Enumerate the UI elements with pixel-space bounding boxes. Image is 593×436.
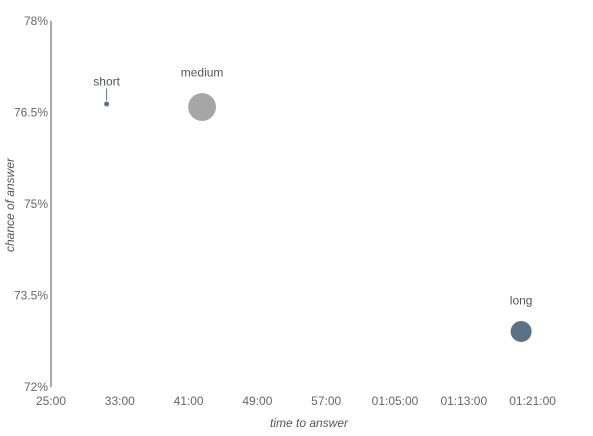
y-tick-label: 76.5% [14, 106, 48, 120]
y-tick-labels: 72% 73.5% 75% 76.5% 78% [14, 14, 48, 394]
point-labels: short medium long [93, 66, 532, 308]
x-tick-label: 41:00 [174, 394, 204, 408]
x-tick-label: 01:05:00 [372, 394, 419, 408]
y-tick-label: 72% [24, 380, 48, 394]
point-label-short: short [93, 74, 120, 88]
y-tick-label: 73.5% [14, 289, 48, 303]
x-axis-title: time to answer [270, 416, 349, 430]
point-label-medium: medium [181, 66, 224, 80]
x-tick-labels: 25:00 33:00 41:00 49:00 57:00 01:05:00 01:13:0… [36, 394, 556, 408]
x-tick-label: 49:00 [242, 394, 272, 408]
data-points [104, 92, 533, 343]
point-label-long: long [510, 293, 533, 307]
y-tick-label: 75% [24, 197, 48, 211]
x-tick-label: 57:00 [311, 394, 341, 408]
y-tick-label: 78% [24, 14, 48, 28]
x-tick-label: 33:00 [105, 394, 135, 408]
x-axis: 25:00 33:00 41:00 49:00 57:00 01:05:00 01:13:0… [36, 394, 556, 408]
point-medium [187, 92, 217, 122]
x-tick-label: 25:00 [36, 394, 66, 408]
x-tick-label: 01:13:00 [440, 394, 487, 408]
y-axis-title: chance of answer [3, 157, 17, 252]
point-short [104, 101, 110, 107]
x-tick-label: 01:21:00 [509, 394, 556, 408]
point-long [509, 319, 533, 343]
y-axis: 72% 73.5% 75% 76.5% 78% [14, 14, 52, 394]
